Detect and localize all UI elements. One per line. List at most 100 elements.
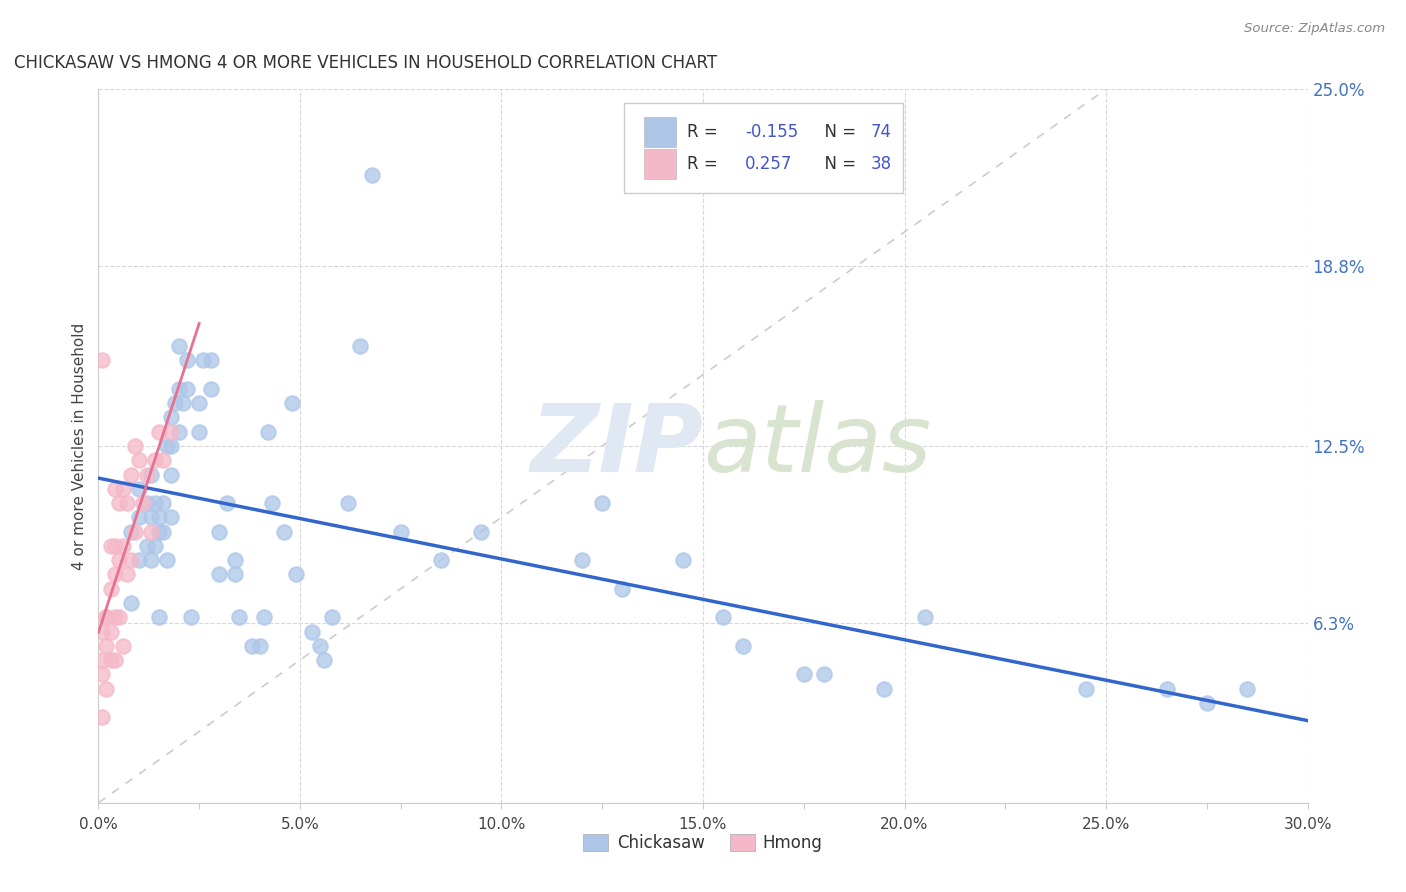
Point <box>96 639 118 653</box>
Point <box>281 396 304 410</box>
Text: N =: N = <box>814 123 862 141</box>
Point <box>1236 681 1258 696</box>
Point <box>873 681 896 696</box>
FancyBboxPatch shape <box>624 103 903 193</box>
Point <box>91 710 114 724</box>
Point <box>1195 696 1218 710</box>
Point <box>111 539 134 553</box>
Point <box>793 667 815 681</box>
Point <box>103 653 125 667</box>
Point <box>361 168 384 182</box>
Point <box>100 539 122 553</box>
Point <box>208 524 231 539</box>
Text: Source: ZipAtlas.com: Source: ZipAtlas.com <box>1244 22 1385 36</box>
FancyBboxPatch shape <box>644 149 676 179</box>
Text: 74: 74 <box>872 123 891 141</box>
Point <box>132 496 155 510</box>
Text: R =: R = <box>688 123 723 141</box>
Point <box>96 610 118 624</box>
Point <box>208 567 231 582</box>
Point <box>143 453 166 467</box>
Text: atlas: atlas <box>703 401 931 491</box>
Point <box>135 496 157 510</box>
Point <box>193 353 215 368</box>
Point <box>389 524 412 539</box>
Point <box>224 553 246 567</box>
Point <box>139 510 162 524</box>
Point <box>152 524 174 539</box>
Point <box>176 353 198 368</box>
Point <box>249 639 271 653</box>
Point <box>91 667 114 681</box>
Point <box>91 653 114 667</box>
Point <box>160 439 183 453</box>
Point <box>160 410 183 425</box>
Point <box>152 453 174 467</box>
Point <box>176 382 198 396</box>
Point <box>200 353 222 368</box>
Point <box>100 582 122 596</box>
Point <box>167 382 190 396</box>
Point <box>284 567 307 582</box>
Y-axis label: 4 or more Vehicles in Household: 4 or more Vehicles in Household <box>72 322 87 570</box>
Point <box>152 496 174 510</box>
Legend: Chickasaw, Hmong: Chickasaw, Hmong <box>576 827 830 859</box>
Point <box>1074 681 1097 696</box>
Point <box>733 639 755 653</box>
Point <box>180 610 202 624</box>
Point <box>120 467 142 482</box>
Text: 0.257: 0.257 <box>745 155 793 173</box>
Point <box>160 425 183 439</box>
Point <box>321 610 343 624</box>
Point <box>115 496 138 510</box>
Point <box>301 624 323 639</box>
Point <box>571 553 593 567</box>
Point <box>100 653 122 667</box>
Point <box>200 382 222 396</box>
Point <box>228 610 250 624</box>
Point <box>91 353 114 368</box>
Point <box>337 496 360 510</box>
Point <box>167 425 190 439</box>
Point <box>103 610 125 624</box>
Point <box>148 510 170 524</box>
Point <box>91 624 114 639</box>
Point <box>156 553 179 567</box>
Point <box>253 610 276 624</box>
Point <box>115 567 138 582</box>
Point <box>135 467 157 482</box>
Text: ZIP: ZIP <box>530 400 703 492</box>
Point <box>143 496 166 510</box>
Point <box>914 610 936 624</box>
Point <box>167 339 190 353</box>
Point <box>128 453 150 467</box>
Point <box>107 610 129 624</box>
Point <box>430 553 453 567</box>
FancyBboxPatch shape <box>644 117 676 147</box>
Point <box>128 510 150 524</box>
Point <box>156 439 179 453</box>
Point <box>813 667 835 681</box>
Text: 38: 38 <box>872 155 893 173</box>
Point <box>107 553 129 567</box>
Point <box>309 639 332 653</box>
Point <box>135 539 157 553</box>
Point <box>103 567 125 582</box>
Point <box>143 539 166 553</box>
Point <box>120 524 142 539</box>
Point <box>128 553 150 567</box>
Point <box>148 610 170 624</box>
Point <box>188 425 211 439</box>
Text: N =: N = <box>814 155 862 173</box>
Point <box>224 567 246 582</box>
Point <box>103 539 125 553</box>
Point <box>128 482 150 496</box>
Point <box>120 553 142 567</box>
Point <box>96 610 118 624</box>
Point <box>111 639 134 653</box>
Point <box>1156 681 1178 696</box>
Point <box>103 482 125 496</box>
Point <box>148 524 170 539</box>
Point <box>139 553 162 567</box>
Point <box>711 610 734 624</box>
